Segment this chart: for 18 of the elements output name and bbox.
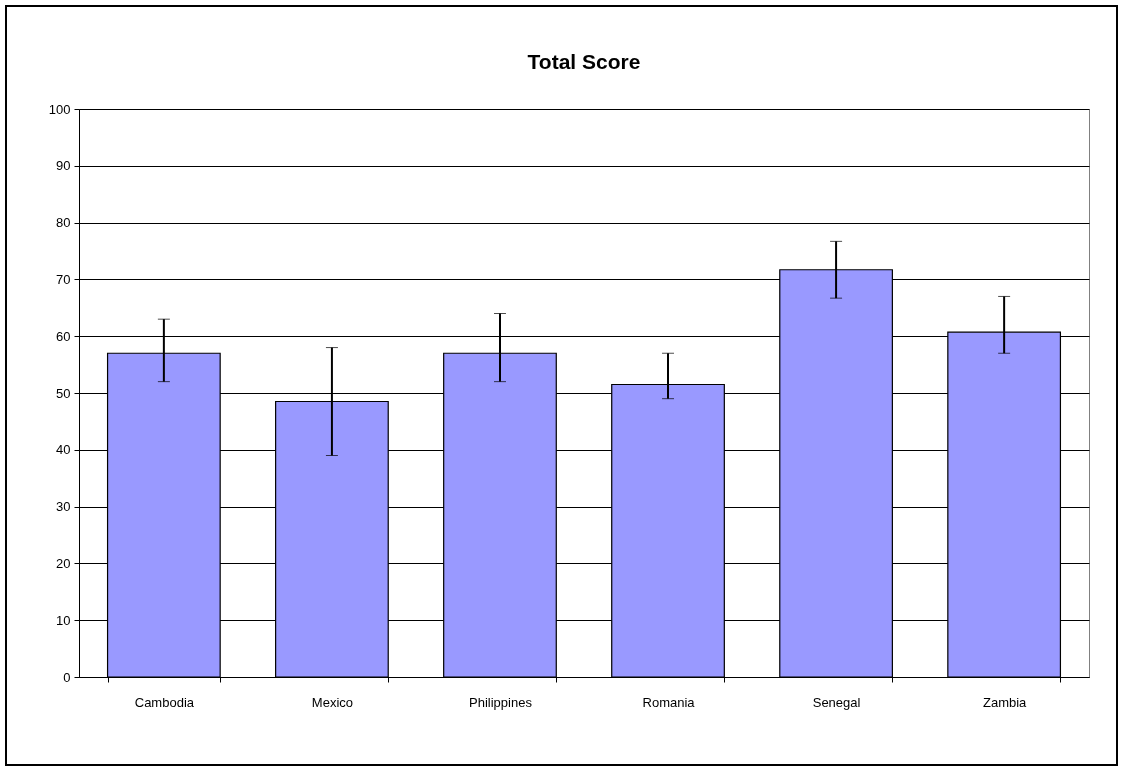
x-tick-label: Senegal <box>812 694 861 710</box>
y-tick-label: 20 <box>56 555 71 571</box>
x-tick-label: Romania <box>642 694 696 710</box>
x-tick-label: Cambodia <box>134 694 195 710</box>
y-tick-label: 70 <box>56 271 71 287</box>
y-tick-label: 80 <box>56 215 71 231</box>
y-tick-label: 60 <box>56 328 71 344</box>
y-tick-label: 90 <box>56 158 71 174</box>
x-tick-label: Zambia <box>982 694 1028 710</box>
y-tick-label: 30 <box>56 499 71 515</box>
y-tick-label: 0 <box>63 669 71 685</box>
y-tick-label: 50 <box>56 385 71 401</box>
chart-title: Total Score <box>527 50 641 73</box>
x-tick-label: Philippines <box>469 694 533 710</box>
y-tick-label: 10 <box>56 612 71 628</box>
y-tick-label: 40 <box>56 442 71 458</box>
x-tick-label: Mexico <box>311 694 354 710</box>
y-tick-label: 100 <box>48 101 71 117</box>
